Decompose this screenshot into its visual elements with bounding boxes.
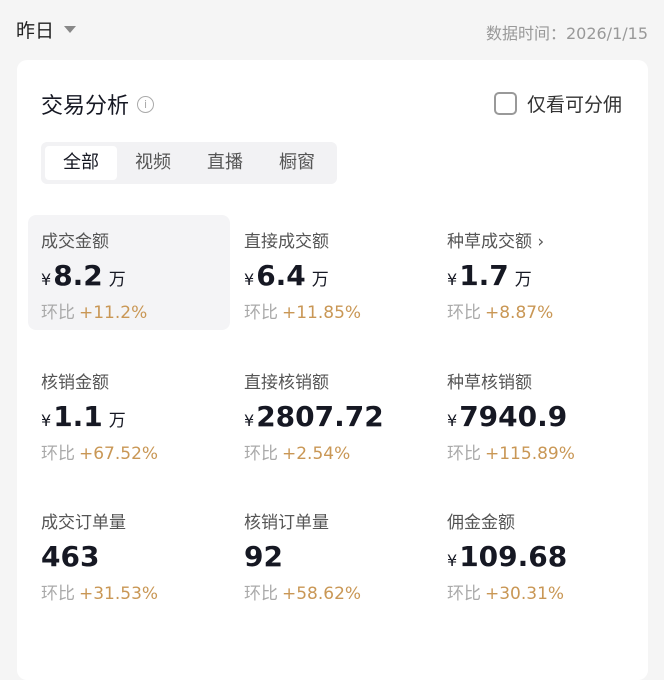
currency-symbol: ¥	[447, 551, 458, 570]
tab-showcase[interactable]: 橱窗	[279, 152, 315, 173]
card-title: 交易分析 i	[41, 88, 155, 120]
metric-unit: 万	[514, 270, 532, 290]
metric-label: 佣金金额	[447, 513, 515, 533]
currency-symbol: ¥	[41, 411, 52, 430]
metric-change: 环比 +58.62%	[244, 579, 433, 604]
date-range-label: 昨日	[16, 20, 55, 42]
metric-change: 环比 +8.87%	[447, 298, 636, 323]
metric-number: 2807.72	[256, 400, 384, 433]
change-label: 环比	[41, 584, 75, 604]
change-label: 环比	[447, 444, 481, 464]
metric-tile[interactable]: 成交金额 ¥8.2 万环比 +11.2%	[28, 215, 230, 330]
change-value: +67.52%	[79, 444, 159, 464]
metric-number: 7940.9	[459, 400, 568, 433]
change-label: 环比	[41, 303, 75, 323]
data-time: 数据时间：2026/1/15	[485, 24, 648, 43]
change-label: 环比	[447, 303, 481, 323]
change-value: +58.62%	[282, 584, 362, 604]
channel-tabs: 全部 视频 直播 橱窗	[41, 142, 337, 184]
metric-change: 环比 +11.85%	[244, 298, 433, 323]
metric-value: ¥7940.9	[447, 400, 636, 433]
currency-symbol: ¥	[41, 270, 52, 289]
change-value: +30.31%	[485, 584, 565, 604]
metric-change: 环比 +2.54%	[244, 439, 433, 464]
info-icon[interactable]: i	[137, 95, 155, 113]
metric-tile[interactable]: 直接核销额 ¥2807.72 环比 +2.54%	[231, 356, 433, 471]
metric-number: 1.7	[459, 259, 509, 292]
metric-unit: 万	[108, 411, 126, 431]
metric-value: ¥2807.72	[244, 400, 433, 433]
metric-change: 环比 +67.52%	[41, 439, 230, 464]
commission-only-checkbox[interactable]: 仅看可分佣	[493, 90, 622, 117]
metric-label: 成交金额	[41, 232, 109, 252]
date-range-dropdown[interactable]: 昨日	[16, 16, 77, 43]
metric-unit: 万	[311, 270, 329, 290]
change-label: 环比	[244, 444, 278, 464]
change-value: +11.2%	[79, 303, 148, 323]
metric-value: ¥1.7 万	[447, 259, 636, 292]
change-label: 环比	[244, 303, 278, 323]
metric-label: 直接核销额	[244, 373, 329, 393]
metric-number: 1.1	[53, 400, 103, 433]
metric-value: ¥109.68	[447, 540, 636, 573]
tab-video[interactable]: 视频	[135, 152, 171, 173]
metric-label: 核销订单量	[244, 513, 329, 533]
metric-unit: 万	[108, 270, 126, 290]
currency-symbol: ¥	[244, 270, 255, 289]
metric-tile[interactable]: 佣金金额 ¥109.68 环比 +30.31%	[434, 496, 636, 611]
caret-down-icon	[64, 26, 77, 33]
checkbox-icon[interactable]	[493, 92, 517, 115]
currency-symbol: ¥	[244, 411, 255, 430]
change-value: +2.54%	[282, 444, 351, 464]
change-value: +31.53%	[79, 584, 159, 604]
metric-value: ¥8.2 万	[41, 259, 230, 292]
metric-tile[interactable]: 成交订单量 463 环比 +31.53%	[28, 496, 230, 611]
metric-label: 核销金额	[41, 373, 109, 393]
metric-change: 环比 +11.2%	[41, 298, 230, 323]
metric-label: 种草成交额 ›	[447, 232, 545, 252]
metric-tile[interactable]: 核销金额 ¥1.1 万环比 +67.52%	[28, 356, 230, 471]
change-value: +8.87%	[485, 303, 554, 323]
metric-value: ¥1.1 万	[41, 400, 230, 433]
tab-all[interactable]: 全部	[45, 146, 117, 180]
metric-tile[interactable]: 核销订单量 92 环比 +58.62%	[231, 496, 433, 611]
metric-number: 463	[41, 540, 100, 573]
card-title-text: 交易分析	[41, 94, 130, 119]
currency-symbol: ¥	[447, 411, 458, 430]
change-label: 环比	[244, 584, 278, 604]
metric-change: 环比 +31.53%	[41, 579, 230, 604]
change-label: 环比	[41, 444, 75, 464]
metric-value: 92	[244, 540, 433, 573]
metric-label: 种草核销额	[447, 373, 532, 393]
metric-number: 109.68	[459, 540, 568, 573]
metric-tile[interactable]: 种草成交额 › ¥1.7 万环比 +8.87%	[434, 215, 636, 330]
change-value: +115.89%	[485, 444, 575, 464]
tab-live[interactable]: 直播	[207, 152, 243, 173]
metric-number: 8.2	[53, 259, 103, 292]
metric-change: 环比 +115.89%	[447, 439, 636, 464]
metric-tile[interactable]: 种草核销额 ¥7940.9 环比 +115.89%	[434, 356, 636, 471]
metric-value: 463	[41, 540, 230, 573]
trade-analysis-card: 交易分析 i 仅看可分佣 全部 视频 直播 橱窗 成交金额 ¥8.2 万环比 +11.…	[17, 60, 648, 680]
checkbox-label: 仅看可分佣	[526, 94, 622, 116]
change-value: +11.85%	[282, 303, 362, 323]
metric-number: 6.4	[256, 259, 306, 292]
currency-symbol: ¥	[447, 270, 458, 289]
metric-label: 直接成交额	[244, 232, 329, 252]
metric-change: 环比 +30.31%	[447, 579, 636, 604]
metric-number: 92	[244, 540, 283, 573]
change-label: 环比	[447, 584, 481, 604]
metric-label: 成交订单量	[41, 513, 126, 533]
metric-value: ¥6.4 万	[244, 259, 433, 292]
metric-tile[interactable]: 直接成交额 ¥6.4 万环比 +11.85%	[231, 215, 433, 330]
